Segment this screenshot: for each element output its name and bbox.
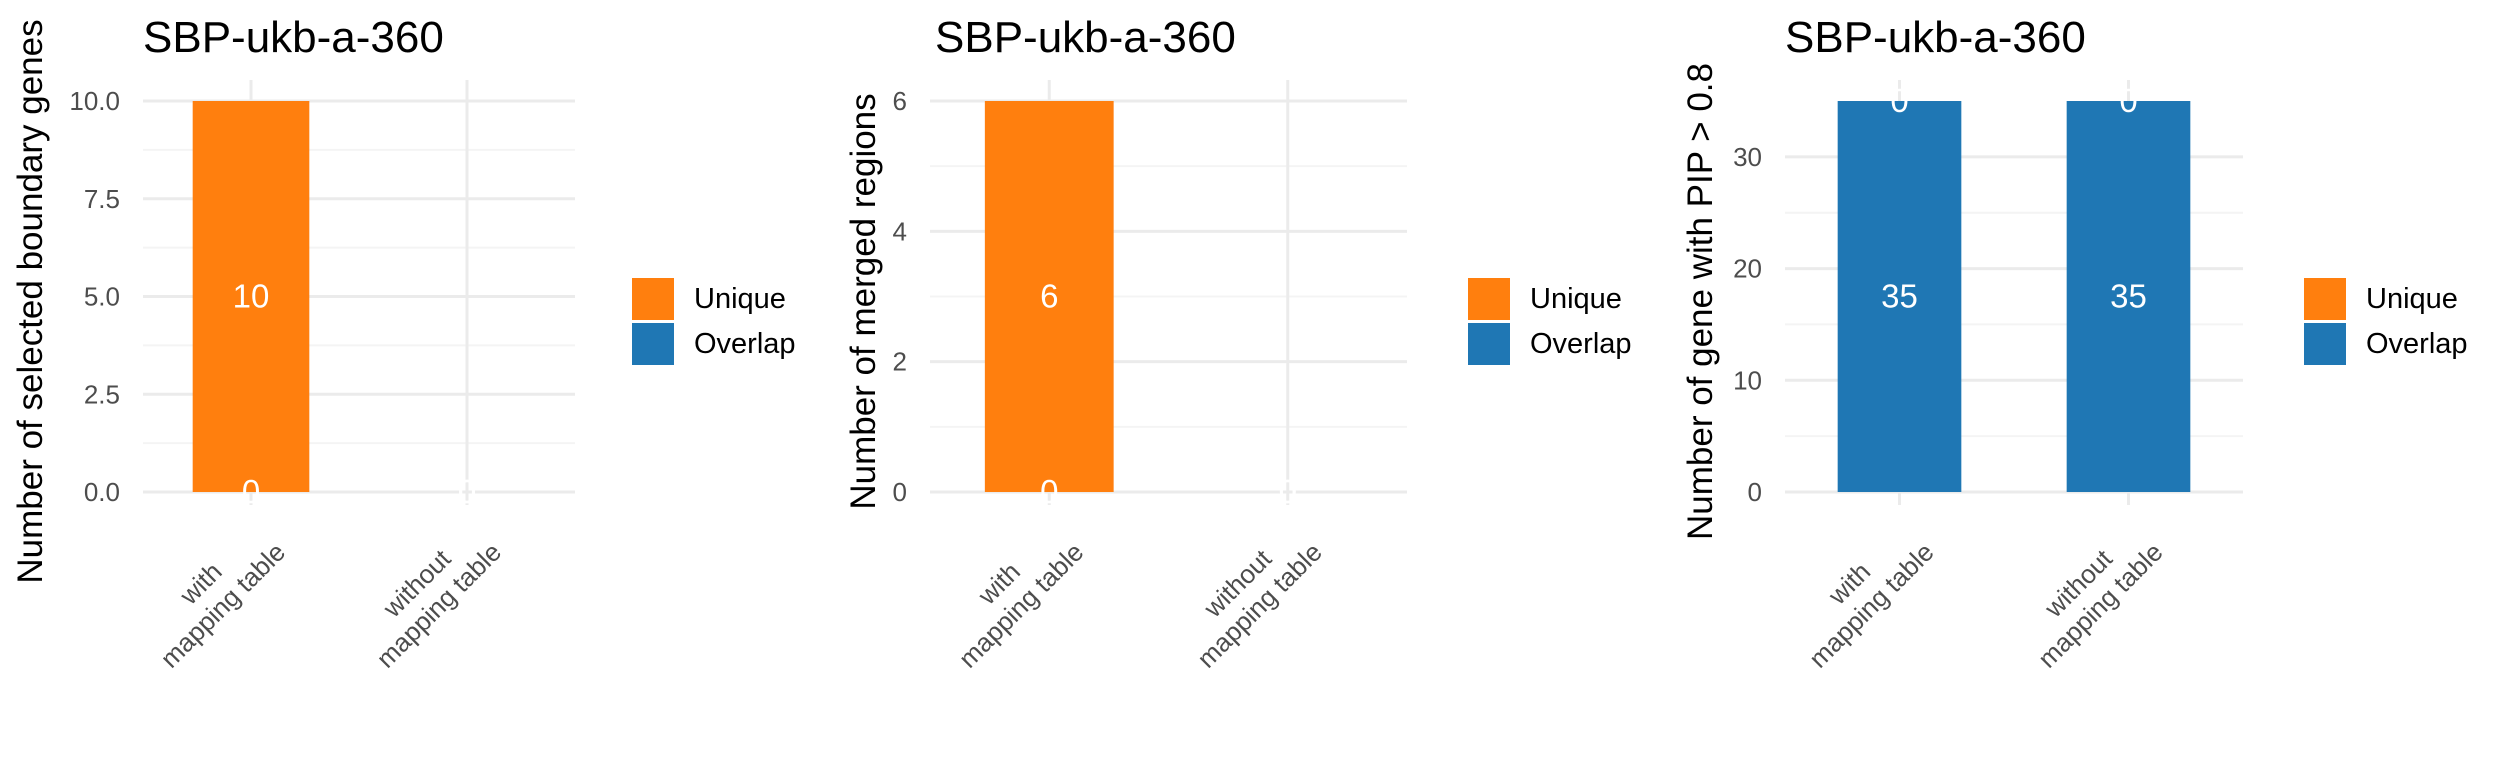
y-tick-label: 4 <box>893 216 907 246</box>
chart-title: SBP-ukb-a-360 <box>935 13 1236 62</box>
y-tick-label: 10 <box>1733 365 1762 395</box>
legend-label-unique: Unique <box>2366 283 2458 315</box>
chart-panel-3: 0 35 0 35 0 10 20 30 withmapping table withoutmap… <box>1681 13 2468 674</box>
legend-key-unique <box>632 278 674 320</box>
legend-key-overlap <box>1468 323 1510 365</box>
x-tick-label-2: withoutmapping table <box>348 515 507 674</box>
data-label-overlap-2: 0 <box>458 473 476 510</box>
x-tick-label-2: withoutmapping table <box>1169 515 1328 674</box>
data-label-overlap-1: 0 <box>242 473 260 510</box>
y-tick-label: 2.5 <box>84 379 120 409</box>
y-axis-label: Number of merged regions <box>844 93 883 509</box>
data-label-unique-1: 10 <box>233 278 270 315</box>
legend-label-overlap: Overlap <box>2366 328 2468 360</box>
legend-key-overlap <box>632 323 674 365</box>
data-label-unique-1: 6 <box>1040 278 1058 315</box>
y-tick-label: 0.0 <box>84 477 120 507</box>
data-label-unique-2: 0 <box>458 473 476 510</box>
bar-unique-1 <box>192 101 310 492</box>
y-tick-label: 5.0 <box>84 282 120 312</box>
legend-label-unique: Unique <box>1530 283 1622 315</box>
y-tick-label: 20 <box>1733 254 1762 284</box>
y-tick-label: 0 <box>1748 477 1762 507</box>
bar-unique-1 <box>984 101 1114 492</box>
legend-label-overlap: Overlap <box>1530 328 1632 360</box>
data-label-overlap-2: 35 <box>2110 278 2147 315</box>
y-tick-label: 30 <box>1733 142 1762 172</box>
legend-label-overlap: Overlap <box>694 328 796 360</box>
data-label-overlap-1: 35 <box>1881 278 1918 315</box>
chart-title: SBP-ukb-a-360 <box>143 13 444 62</box>
y-tick-label: 6 <box>893 86 907 116</box>
legend-key-overlap <box>2304 323 2346 365</box>
x-tick-label-2: withoutmapping table <box>2010 515 2169 674</box>
legend-label-unique: Unique <box>694 283 786 315</box>
chart-title: SBP-ukb-a-360 <box>1785 13 2086 62</box>
x-tick-label-1: withmapping table <box>1781 515 1940 674</box>
data-label-overlap-1: 0 <box>1040 473 1058 510</box>
y-tick-label: 0 <box>893 477 907 507</box>
bar-overlap-2 <box>2066 101 2191 492</box>
y-axis-label: Number of selected boundary genes <box>11 19 50 583</box>
data-label-overlap-2: 0 <box>1279 473 1297 510</box>
legend-key-unique <box>2304 278 2346 320</box>
y-tick-label: 2 <box>893 347 907 377</box>
x-tick-label-1: withmapping table <box>132 515 291 674</box>
y-tick-label: 10.0 <box>69 86 120 116</box>
data-label-unique-2: 0 <box>1279 473 1297 510</box>
data-label-unique-2: 0 <box>2119 82 2137 119</box>
bar-overlap-1 <box>1837 101 1962 492</box>
data-label-unique-1: 0 <box>1890 82 1908 119</box>
x-tick-label-1: withmapping table <box>931 515 1090 674</box>
y-tick-label: 7.5 <box>84 184 120 214</box>
legend-key-unique <box>1468 278 1510 320</box>
y-axis-label: Number of gene with PIP > 0.8 <box>1681 63 1720 540</box>
